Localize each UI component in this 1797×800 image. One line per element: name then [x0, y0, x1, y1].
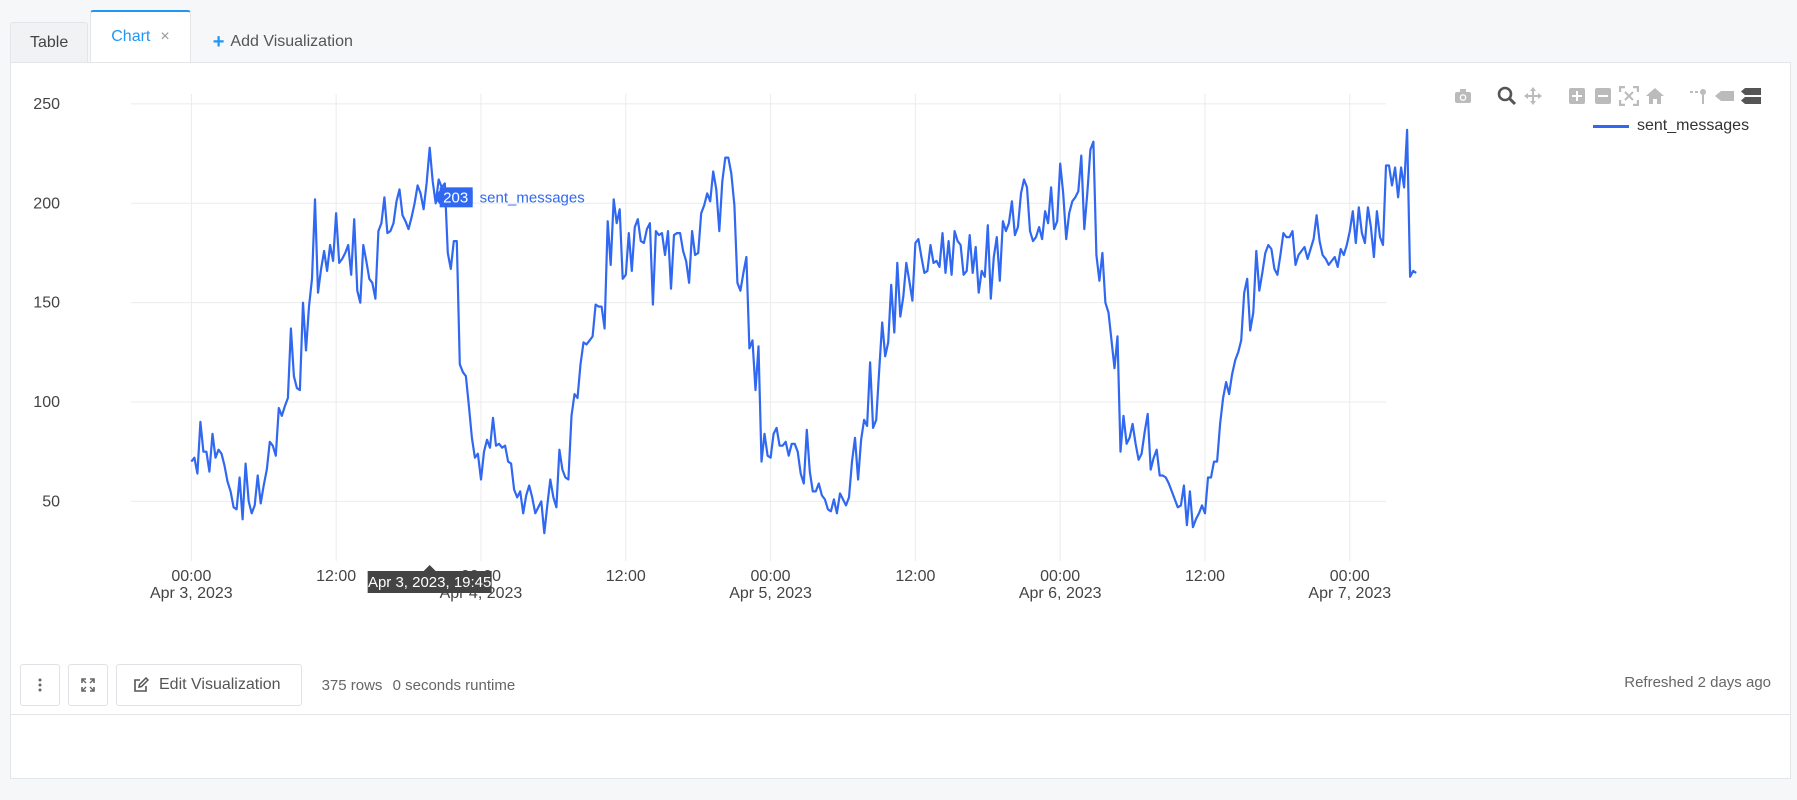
- x-tick-time: 12:00: [1185, 568, 1225, 585]
- expand-icon: [81, 678, 95, 692]
- visualization-footer: Edit Visualization 375 rows 0 seconds ru…: [20, 664, 521, 706]
- fullscreen-button[interactable]: [68, 664, 108, 706]
- pan-icon[interactable]: [1522, 85, 1544, 107]
- hover-closest-icon[interactable]: [1714, 85, 1736, 107]
- hover-value: 203: [443, 189, 468, 206]
- x-tick-date: Apr 3, 2023: [150, 585, 233, 602]
- x-tick-date: Apr 6, 2023: [1019, 585, 1102, 602]
- x-tick-time: 00:00: [171, 568, 211, 585]
- hover-compare-icon[interactable]: [1740, 85, 1762, 107]
- legend-label: sent_messages: [1637, 117, 1750, 134]
- reset-axes-icon[interactable]: [1644, 85, 1666, 107]
- vertical-ellipsis-icon: [38, 678, 42, 692]
- y-tick-label: 100: [33, 394, 60, 411]
- row-count: 375 rows: [321, 676, 383, 694]
- query-meta: 375 rows 0 seconds runtime: [322, 677, 522, 694]
- y-tick-label: 150: [33, 295, 60, 312]
- zoom-out-icon[interactable]: [1592, 85, 1614, 107]
- hover-x-value: Apr 3, 2023, 19:45: [368, 574, 491, 591]
- x-tick-time: 00:00: [1330, 568, 1370, 585]
- tab-table-label: Table: [30, 33, 69, 51]
- add-visualization-label: Add Visualization: [230, 33, 353, 50]
- x-tick-time: 00:00: [1040, 568, 1080, 585]
- edit-visualization-button[interactable]: Edit Visualization: [116, 664, 302, 706]
- edit-icon: [134, 677, 149, 692]
- legend-swatch: [1593, 124, 1629, 128]
- autoscale-icon[interactable]: [1618, 85, 1640, 107]
- x-tick-time: 12:00: [606, 568, 646, 585]
- edit-visualization-label: Edit Visualization: [159, 676, 281, 693]
- visualization-tabs: Table Chart × + Add Visualization: [10, 10, 371, 62]
- x-tick-time: 12:00: [316, 568, 356, 585]
- spike-lines-icon[interactable]: [1688, 85, 1710, 107]
- y-tick-label: 200: [33, 195, 60, 212]
- plus-icon: +: [212, 30, 225, 53]
- x-tick-time: 00:00: [751, 568, 791, 585]
- x-tick-date: Apr 7, 2023: [1308, 585, 1391, 602]
- chart-modebar: [1452, 85, 1762, 107]
- hover-x-label: Apr 3, 2023, 19:45: [367, 565, 492, 593]
- tab-table[interactable]: Table: [10, 22, 89, 62]
- series-line-sent-messages: [190, 128, 1417, 535]
- zoom-icon[interactable]: [1496, 85, 1518, 107]
- refreshed-status: Refreshed 2 days ago: [1624, 674, 1771, 691]
- tab-chart[interactable]: Chart ×: [90, 10, 191, 62]
- y-tick-label: 250: [33, 96, 60, 113]
- x-tick-time: 12:00: [895, 568, 935, 585]
- zoom-in-icon[interactable]: [1566, 85, 1588, 107]
- more-options-button[interactable]: [20, 664, 60, 706]
- y-tick-label: 50: [42, 493, 60, 510]
- camera-icon[interactable]: [1452, 85, 1474, 107]
- add-visualization-button[interactable]: + Add Visualization: [193, 22, 371, 62]
- hover-series-name: sent_messages: [480, 189, 585, 206]
- hover-label: 203 sent_messages: [433, 187, 585, 208]
- runtime: 0 seconds runtime: [392, 676, 516, 694]
- tab-chart-label: Chart: [111, 28, 151, 45]
- chart-legend[interactable]: sent_messages: [1593, 117, 1749, 135]
- panel-divider: [11, 714, 1790, 715]
- x-tick-date: Apr 5, 2023: [729, 585, 812, 602]
- close-icon[interactable]: ×: [160, 28, 170, 45]
